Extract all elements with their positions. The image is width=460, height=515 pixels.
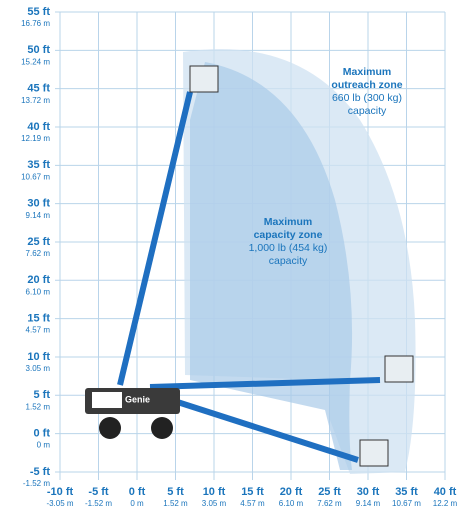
zone-detail: 1,000 lb (454 kg) xyxy=(249,242,328,254)
y-tick-ft: 35 ft xyxy=(27,159,50,171)
boom-high xyxy=(117,91,193,386)
y-tick-m: 9.14 m xyxy=(26,211,51,220)
y-tick-ft: 15 ft xyxy=(27,313,50,325)
zone-detail: capacity xyxy=(348,105,387,117)
x-tick-m: 6.10 m xyxy=(279,499,304,508)
zone-title: outreach zone xyxy=(331,79,402,91)
x-tick-ft: 20 ft xyxy=(280,486,303,498)
y-tick-m: 13.72 m xyxy=(21,96,50,105)
x-tick-ft: 35 ft xyxy=(395,486,418,498)
x-tick-m: -1.52 m xyxy=(85,499,112,508)
y-tick-ft: 0 ft xyxy=(34,428,51,440)
boom-horizontal xyxy=(149,377,381,390)
y-tick-ft: 5 ft xyxy=(34,389,51,401)
x-tick-m: -3.05 m xyxy=(46,499,73,508)
x-tick-m: 0 m xyxy=(130,499,144,508)
logo-plate xyxy=(92,392,122,408)
machine: Genie xyxy=(85,65,414,467)
zone-detail: 660 lb (300 kg) xyxy=(332,92,402,104)
y-tick-m: 0 m xyxy=(37,441,51,450)
x-tick-ft: -5 ft xyxy=(88,486,109,498)
x-tick-m: 10.67 m xyxy=(392,499,421,508)
y-tick-m: 10.67 m xyxy=(21,172,50,181)
x-tick-ft: 25 ft xyxy=(318,486,341,498)
x-tick-ft: -10 ft xyxy=(47,486,74,498)
x-tick-ft: 5 ft xyxy=(167,486,184,498)
y-tick-ft: -5 ft xyxy=(30,466,51,478)
y-tick-m: 12.19 m xyxy=(21,134,50,143)
y-tick-ft: 45 ft xyxy=(27,83,50,95)
brand: Genie xyxy=(125,394,150,404)
y-tick-m: 3.05 m xyxy=(26,364,51,373)
x-tick-m: 3.05 m xyxy=(202,499,227,508)
x-tick-ft: 15 ft xyxy=(241,486,264,498)
x-tick-m: 7.62 m xyxy=(317,499,342,508)
boom-low xyxy=(164,395,359,463)
x-tick-ft: 30 ft xyxy=(357,486,380,498)
y-tick-m: -1.52 m xyxy=(23,479,50,488)
x-tick-m: 4.57 m xyxy=(240,499,265,508)
y-tick-m: 16.76 m xyxy=(21,19,50,28)
x-tick-ft: 40 ft xyxy=(434,486,457,498)
y-tick-ft: 55 ft xyxy=(27,6,50,18)
y-tick-ft: 40 ft xyxy=(27,121,50,133)
y-tick-m: 6.10 m xyxy=(26,287,51,296)
y-tick-m: 4.57 m xyxy=(26,326,51,335)
x-tick-m: 12.2 m xyxy=(433,499,458,508)
y-tick-ft: 10 ft xyxy=(27,351,50,363)
y-tick-ft: 50 ft xyxy=(27,44,50,56)
x-tick-ft: 10 ft xyxy=(203,486,226,498)
y-tick-ft: 20 ft xyxy=(27,274,50,286)
capacity-zone xyxy=(190,62,353,470)
wheel xyxy=(99,417,121,439)
y-tick-m: 7.62 m xyxy=(26,249,51,258)
x-tick-ft: 0 ft xyxy=(129,486,146,498)
x-tick-m: 1.52 m xyxy=(163,499,188,508)
basket xyxy=(189,65,219,93)
basket xyxy=(384,355,414,383)
zone-title: Maximum xyxy=(343,66,391,78)
zone-detail: capacity xyxy=(269,255,308,267)
y-tick-ft: 30 ft xyxy=(27,198,50,210)
basket xyxy=(359,439,389,467)
y-tick-ft: 25 ft xyxy=(27,236,50,248)
y-tick-m: 1.52 m xyxy=(26,402,51,411)
x-tick-m: 9.14 m xyxy=(356,499,381,508)
y-tick-m: 15.24 m xyxy=(21,57,50,66)
wheel xyxy=(151,417,173,439)
zone-title: Maximum xyxy=(264,216,312,228)
zone-title: capacity zone xyxy=(254,229,323,241)
